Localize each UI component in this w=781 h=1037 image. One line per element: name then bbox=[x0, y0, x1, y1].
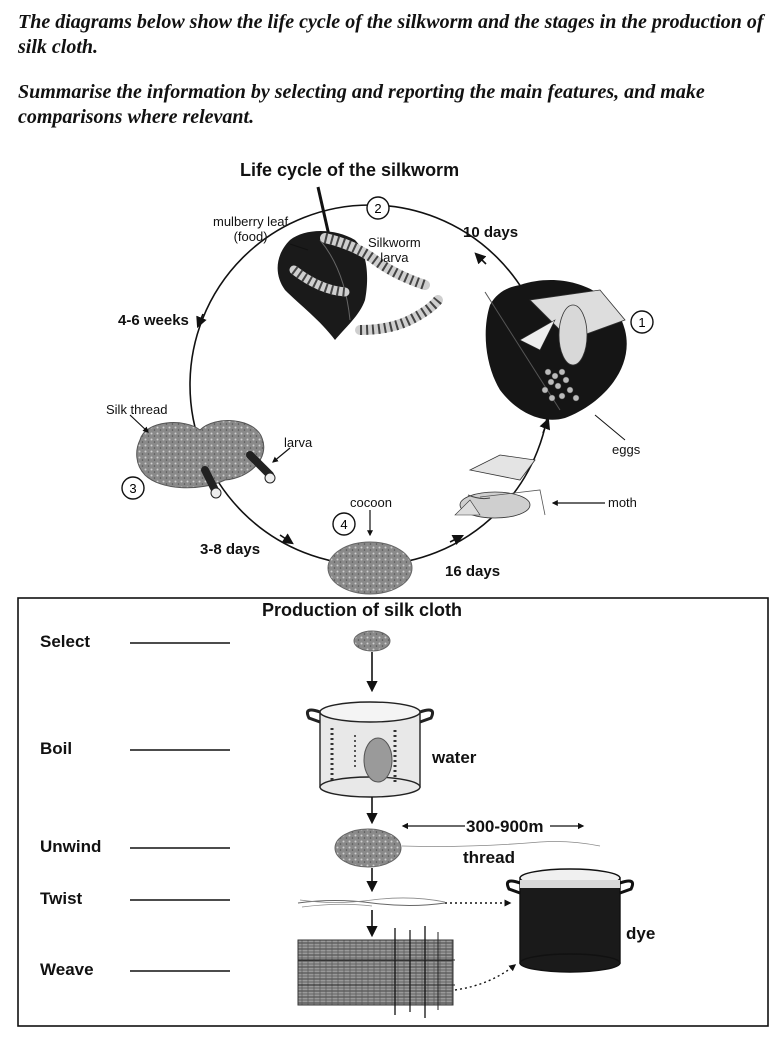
arrow-cocoon-to-moth bbox=[449, 534, 465, 546]
stage-marker-1: 1 bbox=[630, 310, 654, 334]
step-label-select: Select bbox=[40, 632, 91, 651]
production-frame bbox=[17, 597, 769, 1027]
step-label-weave: Weave bbox=[40, 960, 94, 979]
mulberry-leaf-larva-illustration bbox=[277, 186, 443, 340]
label-moth: moth bbox=[608, 495, 637, 510]
arrow-moth-to-eggs bbox=[539, 417, 551, 434]
stage-number-2: 2 bbox=[374, 201, 381, 216]
label-thread: thread bbox=[463, 848, 515, 867]
label-cocoon: cocoon bbox=[350, 495, 392, 510]
arrow-eggs-to-larva bbox=[474, 252, 487, 265]
label-mulberry-leaf: mulberry leaf (food) bbox=[213, 214, 289, 244]
label-water: water bbox=[432, 748, 477, 767]
selected-cocoon-illustration bbox=[353, 630, 391, 652]
task-prompt-line-1: The diagrams below show the life cycle o… bbox=[18, 11, 764, 58]
production-title: Production of silk cloth bbox=[262, 600, 463, 620]
label-eggs: eggs bbox=[612, 442, 641, 457]
label-silkworm-larva: Silkworm larva bbox=[368, 235, 421, 265]
unwind-cocoon-illustration bbox=[334, 828, 402, 868]
production-diagram bbox=[17, 597, 769, 1027]
arrow-larva-to-thread bbox=[196, 313, 207, 329]
step-label-twist: Twist bbox=[40, 889, 83, 908]
pointer-larva bbox=[272, 447, 291, 463]
leaf-with-eggs-illustration bbox=[484, 280, 627, 420]
duration-label-3-8-days: 3-8 days bbox=[200, 541, 261, 558]
boiling-pot-illustration bbox=[305, 701, 435, 798]
label-thread-length: 300-900m bbox=[466, 817, 544, 836]
arrow-weave-to-dye bbox=[454, 964, 517, 991]
life-cycle-title: Life cycle of the silkworm bbox=[240, 160, 460, 180]
label-silk-thread: Silk thread bbox=[106, 402, 168, 417]
arrow-thread-to-cocoon bbox=[279, 533, 294, 545]
stage-number-1: 1 bbox=[638, 315, 645, 330]
duration-label-4-6-weeks: 4-6 weeks bbox=[118, 312, 189, 329]
label-larva: larva bbox=[284, 435, 313, 450]
stage-marker-3: 3 bbox=[121, 476, 145, 500]
pointer-silk-thread bbox=[129, 414, 149, 433]
pointer-eggs bbox=[594, 414, 626, 441]
stage-number-4: 4 bbox=[340, 517, 347, 532]
stage-marker-2: 2 bbox=[366, 196, 390, 220]
stage-marker-4: 4 bbox=[332, 512, 356, 536]
pointer-mulberry-leaf bbox=[289, 243, 309, 251]
duration-label-16-days: 16 days bbox=[445, 563, 501, 580]
step-label-unwind: Unwind bbox=[40, 837, 102, 856]
thread-strand-illustration bbox=[401, 841, 601, 847]
step-label-boil: Boil bbox=[40, 739, 73, 758]
silk-thread-illustration bbox=[136, 420, 276, 499]
moth-illustration bbox=[454, 454, 546, 519]
task-prompt-line-2: Summarise the information by selecting a… bbox=[18, 81, 705, 128]
life-cycle-diagram: 1 2 3 4 bbox=[121, 186, 654, 595]
stage-number-3: 3 bbox=[129, 481, 136, 496]
cocoon-illustration bbox=[327, 541, 413, 595]
woven-cloth-illustration bbox=[297, 926, 455, 1018]
dye-pot-illustration bbox=[505, 868, 635, 973]
label-dye: dye bbox=[626, 924, 656, 943]
twisted-thread-illustration bbox=[297, 897, 446, 908]
duration-label-10-days: 10 days bbox=[463, 224, 519, 241]
